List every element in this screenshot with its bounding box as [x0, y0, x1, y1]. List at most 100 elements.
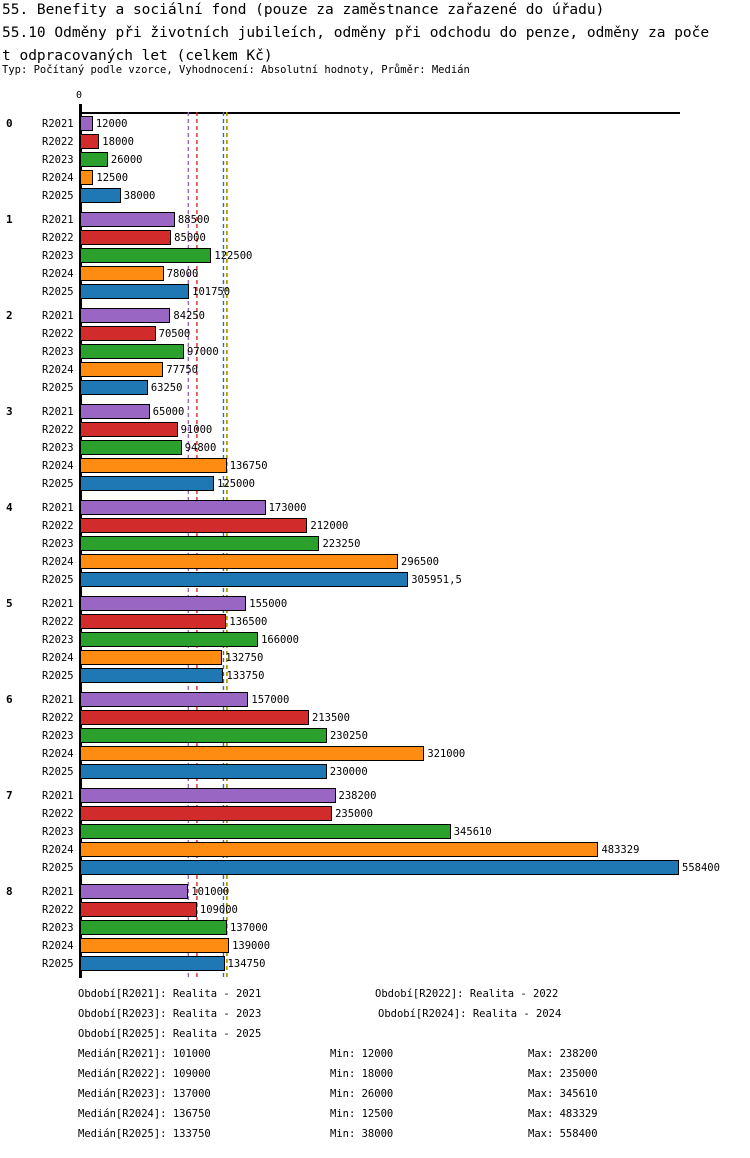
bar-value-label: 345610: [453, 826, 492, 838]
bar-r2021-group-4[interactable]: [80, 500, 266, 515]
legend-max-value: Max: 483329: [528, 1108, 598, 1120]
legend-max-value: Max: 235000: [528, 1068, 598, 1080]
bar-r2024-group-8[interactable]: [80, 938, 230, 953]
bar-value-label: 238200: [338, 790, 377, 802]
bar-value-label: 212000: [310, 520, 349, 532]
bar-r2025-group-8[interactable]: [80, 956, 225, 971]
bar-r2024-group-2[interactable]: [80, 362, 164, 377]
bar-r2021-group-6[interactable]: [80, 692, 249, 707]
bar-r2022-group-2[interactable]: [80, 326, 156, 341]
bar-r2022-group-7[interactable]: [80, 806, 333, 821]
row-label-r2024: R2024: [42, 460, 74, 472]
bar-r2021-group-7[interactable]: [80, 788, 336, 803]
legend-median-value: Medián[R2023]: 137000: [78, 1088, 211, 1100]
bar-r2025-group-0[interactable]: [80, 188, 121, 203]
bar-r2022-group-4[interactable]: [80, 518, 308, 533]
group-index-label: 5: [6, 597, 13, 610]
bar-value-label: 132750: [225, 652, 264, 664]
bar-r2023-group-6[interactable]: [80, 728, 327, 743]
bar-r2021-group-3[interactable]: [80, 404, 150, 419]
bar-r2023-group-8[interactable]: [80, 920, 227, 935]
bar-r2022-group-3[interactable]: [80, 422, 178, 437]
bar-r2022-group-5[interactable]: [80, 614, 227, 629]
bar-value-label: 139000: [232, 940, 271, 952]
bar-r2023-group-2[interactable]: [80, 344, 185, 359]
bar-value-label: 321000: [427, 748, 466, 760]
bar-r2022-group-1[interactable]: [80, 230, 172, 245]
bar-value-label: 136750: [229, 460, 268, 472]
row-label-r2023: R2023: [42, 730, 74, 742]
bar-value-label: 558400: [682, 862, 720, 874]
row-label-r2022: R2022: [42, 232, 74, 244]
bar-r2024-group-0[interactable]: [80, 170, 94, 185]
row-label-r2025: R2025: [42, 958, 74, 970]
bar-r2022-group-6[interactable]: [80, 710, 310, 725]
row-label-r2022: R2022: [42, 712, 74, 724]
row-label-r2025: R2025: [42, 670, 74, 682]
bar-r2025-group-1[interactable]: [80, 284, 190, 299]
row-label-r2022: R2022: [42, 904, 74, 916]
row-label-r2021: R2021: [42, 406, 74, 418]
row-label-r2023: R2023: [42, 922, 74, 934]
row-label-r2023: R2023: [42, 154, 74, 166]
bar-r2021-group-5[interactable]: [80, 596, 247, 611]
row-label-r2022: R2022: [42, 328, 74, 340]
row-label-r2023: R2023: [42, 442, 74, 454]
legend-max-value: Max: 558400: [528, 1128, 598, 1140]
group-index-label: 6: [6, 693, 13, 706]
bar-value-label: 230250: [329, 730, 368, 742]
bar-r2021-group-1[interactable]: [80, 212, 175, 227]
row-label-r2023: R2023: [42, 346, 74, 358]
bar-r2024-group-6[interactable]: [80, 746, 425, 761]
row-label-r2021: R2021: [42, 598, 74, 610]
title-line-1: 55. Benefity a sociální fond (pouze za z…: [2, 2, 605, 18]
row-label-r2025: R2025: [42, 766, 74, 778]
bar-value-label: 97000: [187, 346, 219, 358]
axis-top-line: [80, 112, 680, 114]
bar-r2024-group-4[interactable]: [80, 554, 399, 569]
bar-r2021-group-0[interactable]: [80, 116, 93, 131]
row-label-r2022: R2022: [42, 136, 74, 148]
bar-r2025-group-3[interactable]: [80, 476, 215, 491]
bar-r2021-group-2[interactable]: [80, 308, 171, 323]
bar-r2023-group-5[interactable]: [80, 632, 259, 647]
row-label-r2021: R2021: [42, 214, 74, 226]
bar-r2025-group-5[interactable]: [80, 668, 224, 683]
bar-value-label: 134750: [227, 958, 266, 970]
row-label-r2025: R2025: [42, 190, 74, 202]
title-line-2: 55.10 Odměny při životních jubileích, od…: [2, 25, 710, 41]
legend-min-value: Min: 12000: [330, 1048, 394, 1060]
bar-r2024-group-7[interactable]: [80, 842, 599, 857]
group-index-label: 3: [6, 405, 13, 418]
bar-r2024-group-1[interactable]: [80, 266, 164, 281]
bar-r2021-group-8[interactable]: [80, 884, 189, 899]
bar-value-label: 483329: [601, 844, 640, 856]
bar-r2024-group-5[interactable]: [80, 650, 223, 665]
group-index-label: 7: [6, 789, 13, 802]
bar-r2023-group-4[interactable]: [80, 536, 320, 551]
row-label-r2024: R2024: [42, 268, 74, 280]
bar-r2023-group-3[interactable]: [80, 440, 182, 455]
row-label-r2024: R2024: [42, 172, 74, 184]
bar-r2022-group-8[interactable]: [80, 902, 197, 917]
bar-r2023-group-1[interactable]: [80, 248, 212, 263]
bar-r2025-group-7[interactable]: [80, 860, 679, 875]
bar-value-label: 305951,5: [411, 574, 462, 586]
bar-r2025-group-2[interactable]: [80, 380, 148, 395]
bar-value-label: 91000: [180, 424, 213, 436]
bar-r2022-group-0[interactable]: [80, 134, 100, 149]
legend-median-value: Medián[R2025]: 133750: [78, 1128, 211, 1140]
legend-period-entry: Období[R2022]: Realita - 2022: [375, 988, 559, 1000]
bar-r2023-group-0[interactable]: [80, 152, 108, 167]
bar-value-label: 38000: [123, 190, 156, 202]
legend-min-value: Min: 26000: [330, 1088, 394, 1100]
bar-value-label: 235000: [335, 808, 374, 820]
bar-value-label: 125000: [217, 478, 256, 490]
legend-period-entry: Období[R2023]: Realita - 2023: [78, 1008, 262, 1020]
bar-r2025-group-4[interactable]: [80, 572, 409, 587]
bar-r2024-group-3[interactable]: [80, 458, 227, 473]
bar-value-label: 173000: [268, 502, 307, 514]
bar-r2025-group-6[interactable]: [80, 764, 327, 779]
bar-r2023-group-7[interactable]: [80, 824, 451, 839]
